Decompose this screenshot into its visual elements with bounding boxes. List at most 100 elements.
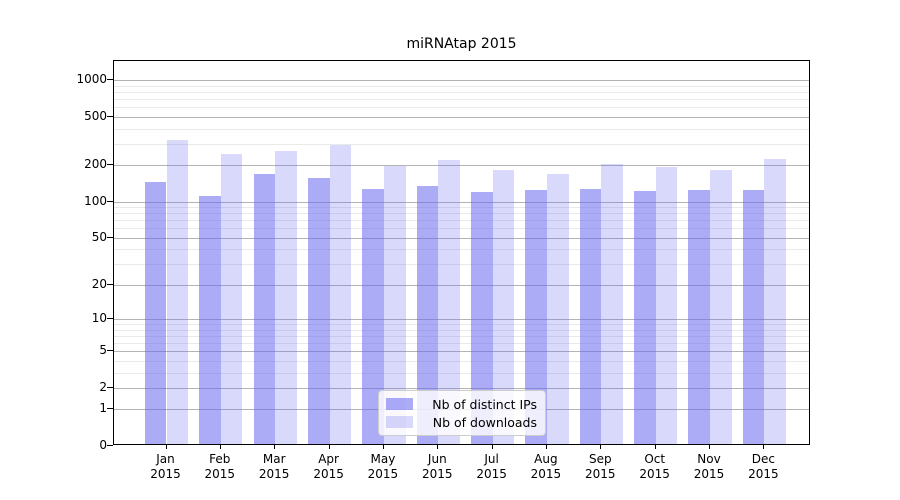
x-axis-tick bbox=[654, 445, 656, 449]
chart-title: miRNAtap 2015 bbox=[406, 36, 517, 52]
bar-ips-mar bbox=[253, 174, 276, 444]
x-axis-tick-label: Sep 2015 bbox=[585, 452, 616, 481]
y-axis-tick bbox=[107, 408, 113, 410]
x-axis-tick bbox=[274, 445, 276, 449]
bar-ips-aug bbox=[525, 190, 547, 444]
y-axis-tick-label: 10 bbox=[91, 311, 107, 325]
bar-downloads-nov bbox=[710, 170, 732, 444]
x-axis-tick-label: Jul 2015 bbox=[476, 452, 507, 481]
x-axis-tick-label: Jun 2015 bbox=[422, 452, 453, 481]
x-axis-tick bbox=[382, 445, 384, 449]
gridline-major bbox=[114, 284, 809, 286]
x-axis-tick bbox=[328, 445, 330, 449]
bar-ips-dec bbox=[742, 190, 765, 444]
bar-downloads-jan bbox=[166, 139, 189, 444]
y-axis-tick bbox=[107, 200, 113, 202]
x-axis-tick-label: Nov 2015 bbox=[693, 452, 725, 481]
gridline-minor bbox=[114, 335, 809, 337]
gridline-minor bbox=[114, 143, 809, 145]
bar-downloads-jul bbox=[492, 169, 515, 444]
plot-area bbox=[113, 60, 810, 445]
bar-ips-nov bbox=[688, 190, 710, 444]
x-axis-tick bbox=[545, 445, 547, 449]
gridline-major bbox=[114, 387, 809, 389]
gridline-minor bbox=[114, 107, 809, 108]
y-axis-tick-label: 0 bbox=[99, 438, 107, 452]
gridline-minor bbox=[114, 228, 809, 230]
bar-ips-apr bbox=[307, 178, 330, 444]
x-axis-tick-label: Apr 2015 bbox=[313, 452, 344, 481]
gridline-minor bbox=[114, 128, 809, 130]
y-axis-tick bbox=[107, 318, 113, 319]
bar-downloads-feb bbox=[220, 153, 243, 444]
gridline-minor bbox=[114, 264, 809, 266]
y-axis-tick bbox=[107, 164, 113, 166]
x-axis-tick bbox=[709, 445, 710, 449]
y-axis-tick bbox=[107, 445, 113, 446]
x-axis-tick-label: Dec 2015 bbox=[748, 452, 779, 481]
bar-downloads-may bbox=[383, 165, 406, 444]
y-axis-tick-label: 2 bbox=[99, 379, 107, 394]
gridline-minor bbox=[114, 249, 809, 251]
y-axis-tick-label: 50 bbox=[91, 229, 107, 244]
gridline-minor bbox=[114, 213, 809, 215]
y-axis-tick-label: 500 bbox=[84, 108, 107, 123]
y-axis-tick-label: 5 bbox=[99, 343, 107, 358]
bar-downloads-jun bbox=[438, 159, 460, 444]
bar-downloads-sep bbox=[601, 163, 623, 444]
gridline-minor bbox=[114, 324, 809, 325]
x-axis-tick bbox=[600, 445, 602, 449]
y-axis-tick bbox=[107, 79, 113, 80]
bar-downloads-aug bbox=[546, 174, 569, 444]
x-axis-tick bbox=[491, 445, 493, 449]
y-axis-tick bbox=[107, 386, 113, 388]
x-axis-tick-label: Feb 2015 bbox=[204, 452, 236, 481]
gridline-minor bbox=[114, 91, 809, 93]
gridline-major bbox=[114, 201, 809, 203]
gridline-minor bbox=[114, 342, 809, 344]
gridline-major bbox=[114, 116, 809, 118]
x-axis-tick bbox=[165, 445, 167, 449]
x-axis-tick-label: May 2015 bbox=[367, 452, 399, 481]
x-axis-tick bbox=[219, 445, 221, 449]
y-axis-tick-label: 20 bbox=[91, 276, 107, 291]
x-axis-tick bbox=[437, 445, 439, 449]
bar-downloads-dec bbox=[764, 158, 787, 444]
x-axis-tick-label: Aug 2015 bbox=[530, 452, 562, 481]
bars-layer bbox=[114, 61, 809, 444]
gridline-minor bbox=[114, 372, 809, 374]
bar-ips-oct bbox=[634, 190, 656, 444]
y-axis-tick-label: 200 bbox=[84, 157, 107, 172]
bar-ips-jul bbox=[470, 192, 493, 444]
x-axis-tick-label: Mar 2015 bbox=[258, 452, 290, 481]
gridline-minor bbox=[114, 329, 809, 331]
y-axis-tick bbox=[107, 283, 113, 285]
y-axis-tick-label: 1000 bbox=[76, 72, 107, 86]
bar-ips-feb bbox=[199, 195, 221, 444]
gridline-minor bbox=[114, 85, 809, 87]
bar-ips-may bbox=[362, 189, 384, 444]
x-axis-tick-label: Jan 2015 bbox=[150, 452, 181, 481]
axes-layer: 0 1 2 5 10 20 50 100 200 500 1000 Jan 2015 Feb 2015 Mar… bbox=[76, 60, 810, 481]
gridlines-layer bbox=[114, 61, 809, 444]
gridline-major bbox=[114, 319, 809, 320]
gridline-minor bbox=[114, 360, 809, 362]
y-axis-tick bbox=[107, 350, 113, 352]
bar-ips-jun bbox=[416, 185, 439, 444]
gridline-minor bbox=[114, 98, 809, 100]
bar-ips-jan bbox=[144, 182, 167, 444]
y-axis-tick-label: 1 bbox=[99, 401, 107, 416]
gridline-major bbox=[114, 351, 809, 353]
gridline-major bbox=[114, 165, 809, 167]
gridline-major bbox=[114, 237, 809, 239]
y-axis-tick-label: 100 bbox=[84, 193, 107, 208]
y-axis-tick bbox=[107, 236, 113, 238]
x-axis-tick-label: Oct 2015 bbox=[639, 452, 670, 481]
x-axis-tick bbox=[763, 445, 765, 449]
gridline-minor bbox=[114, 220, 809, 222]
y-axis-tick bbox=[107, 115, 113, 117]
gridline-major bbox=[114, 80, 809, 81]
bar-downloads-apr bbox=[329, 144, 352, 444]
bar-downloads-mar bbox=[275, 150, 297, 444]
